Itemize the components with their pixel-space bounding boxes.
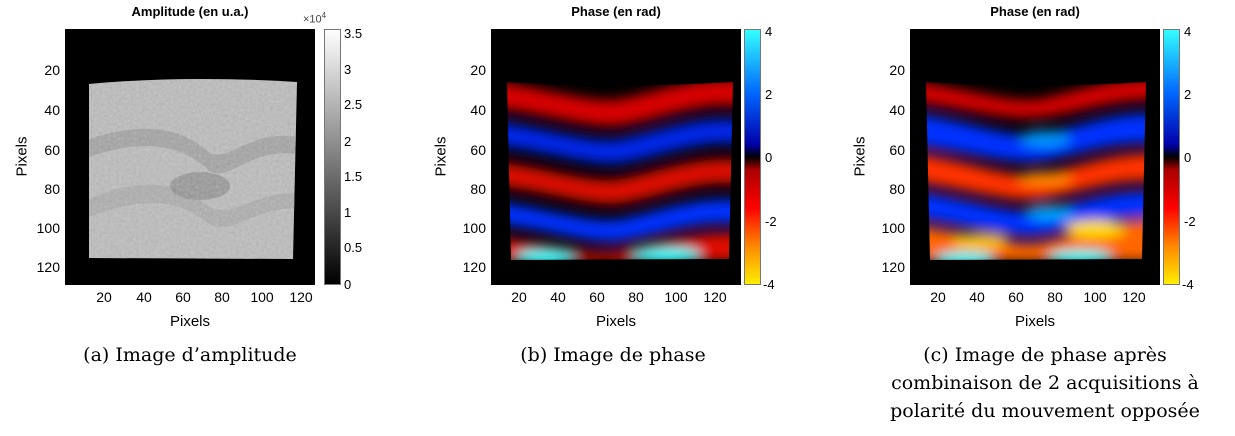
ytick: 100: [881, 220, 905, 236]
phase-band-red: [926, 82, 1146, 118]
colorbar: [324, 29, 341, 285]
xtick: 60: [589, 289, 605, 305]
xtick: 120: [1122, 289, 1146, 305]
colorbar-tick: -4: [763, 277, 775, 292]
colorbar-tick: 4: [1184, 24, 1192, 39]
plot-title: Amplitude (en u.a.): [131, 4, 249, 19]
panel-b: Phase (en rad): [413, 0, 813, 436]
phase-spot-lightblue: [1026, 206, 1074, 220]
xtick: 40: [969, 289, 985, 305]
xtick: 20: [96, 289, 112, 305]
figure-caption: (b) Image de phase: [520, 344, 706, 366]
colorbar-tick: 1: [344, 205, 352, 220]
ytick: 120: [36, 259, 60, 275]
phase-spot-cyan: [516, 249, 576, 260]
ytick: 40: [470, 102, 486, 118]
colorbar-tick: 0.5: [344, 240, 363, 255]
phase-spot-orange: [1017, 172, 1073, 186]
phase-band-blue: [507, 119, 733, 164]
y-axis-label: Pixels: [851, 136, 869, 177]
colorbar-exponent: ×104: [303, 11, 327, 26]
plot-title: Phase (en rad): [571, 4, 661, 19]
xtick: 20: [511, 289, 527, 305]
ytick: 40: [44, 102, 60, 118]
ytick: 20: [470, 62, 486, 78]
xtick: 60: [1008, 289, 1024, 305]
xtick: 20: [930, 289, 946, 305]
ytick: 60: [44, 142, 60, 158]
ytick: 60: [889, 142, 905, 158]
ytick: 20: [889, 62, 905, 78]
phase-spot-cyan: [631, 247, 701, 260]
x-axis-label: Pixels: [1014, 313, 1055, 330]
phase-band-red: [507, 82, 733, 126]
ytick: 80: [44, 181, 60, 197]
amplitude-map: [89, 78, 297, 259]
phase-spot-cyan: [1048, 250, 1112, 260]
xtick: 40: [550, 289, 566, 305]
phase-spot-yellow: [952, 234, 1008, 248]
caption-line: (c) Image de phase après: [923, 344, 1167, 366]
colorbar-tick: -2: [765, 214, 777, 229]
x-axis-label: Pixels: [595, 313, 636, 330]
xtick: 100: [1083, 289, 1107, 305]
colorbar-tick: 2: [344, 134, 352, 149]
ytick: 40: [889, 102, 905, 118]
plot-title: Phase (en rad): [990, 4, 1080, 19]
colorbar-tick: 0: [1184, 150, 1192, 165]
xtick: 80: [628, 289, 644, 305]
colorbar: [1163, 29, 1180, 285]
xtick: 120: [703, 289, 727, 305]
figure-caption: (c) Image de phase après combinaison de …: [860, 341, 1230, 425]
panel-a: Amplitude (en u.a.) 20 40 6: [0, 0, 400, 436]
phase-map: [926, 82, 1146, 260]
colorbar-tick: 2: [765, 87, 773, 102]
ytick: 80: [889, 181, 905, 197]
y-axis-label: Pixels: [432, 136, 450, 177]
figure-caption: (a) Image d’amplitude: [83, 344, 297, 366]
colorbar-tick: 3.5: [344, 26, 363, 41]
ytick: 20: [44, 62, 60, 78]
phase-band-red: [507, 159, 733, 204]
xtick: 40: [136, 289, 152, 305]
colorbar-tick: 0: [344, 277, 352, 292]
colorbar: [744, 29, 761, 285]
panel-c: Phase (en rad): [830, 0, 1230, 436]
colorbar-tick: -4: [1182, 277, 1194, 292]
colorbar-tick: 0: [765, 150, 773, 165]
phase-spot-yellow: [1065, 220, 1125, 238]
ytick: 100: [462, 220, 486, 236]
amplitude-image: [65, 29, 315, 285]
phase-image: [910, 29, 1160, 285]
colorbar-tick: 2.5: [344, 97, 363, 112]
ytick: 80: [470, 181, 486, 197]
ytick: 120: [462, 259, 486, 275]
colorbar-tick: 4: [765, 24, 773, 39]
xtick: 120: [289, 289, 313, 305]
ytick: 100: [36, 220, 60, 236]
y-axis-label: Pixels: [13, 136, 31, 177]
x-axis-label: Pixels: [169, 313, 210, 330]
colorbar-tick: 3: [344, 62, 352, 77]
phase-spot-cyan: [935, 252, 995, 260]
colorbar-tick: 2: [1184, 87, 1192, 102]
phase-image: [491, 29, 741, 285]
phase-band-blue: [507, 199, 733, 242]
xtick: 60: [175, 289, 191, 305]
colorbar-tick: -2: [1184, 214, 1196, 229]
phase-spot-lightblue: [1020, 131, 1070, 147]
caption-line: polarité du mouvement opposée: [890, 400, 1200, 422]
phase-map: [507, 82, 733, 260]
xtick: 80: [214, 289, 230, 305]
ytick: 120: [881, 259, 905, 275]
xtick: 100: [250, 289, 274, 305]
xtick: 100: [664, 289, 688, 305]
ytick: 60: [470, 142, 486, 158]
colorbar-tick: 1.5: [344, 169, 363, 184]
xtick: 80: [1047, 289, 1063, 305]
caption-line: combinaison de 2 acquisitions à: [891, 372, 1199, 394]
